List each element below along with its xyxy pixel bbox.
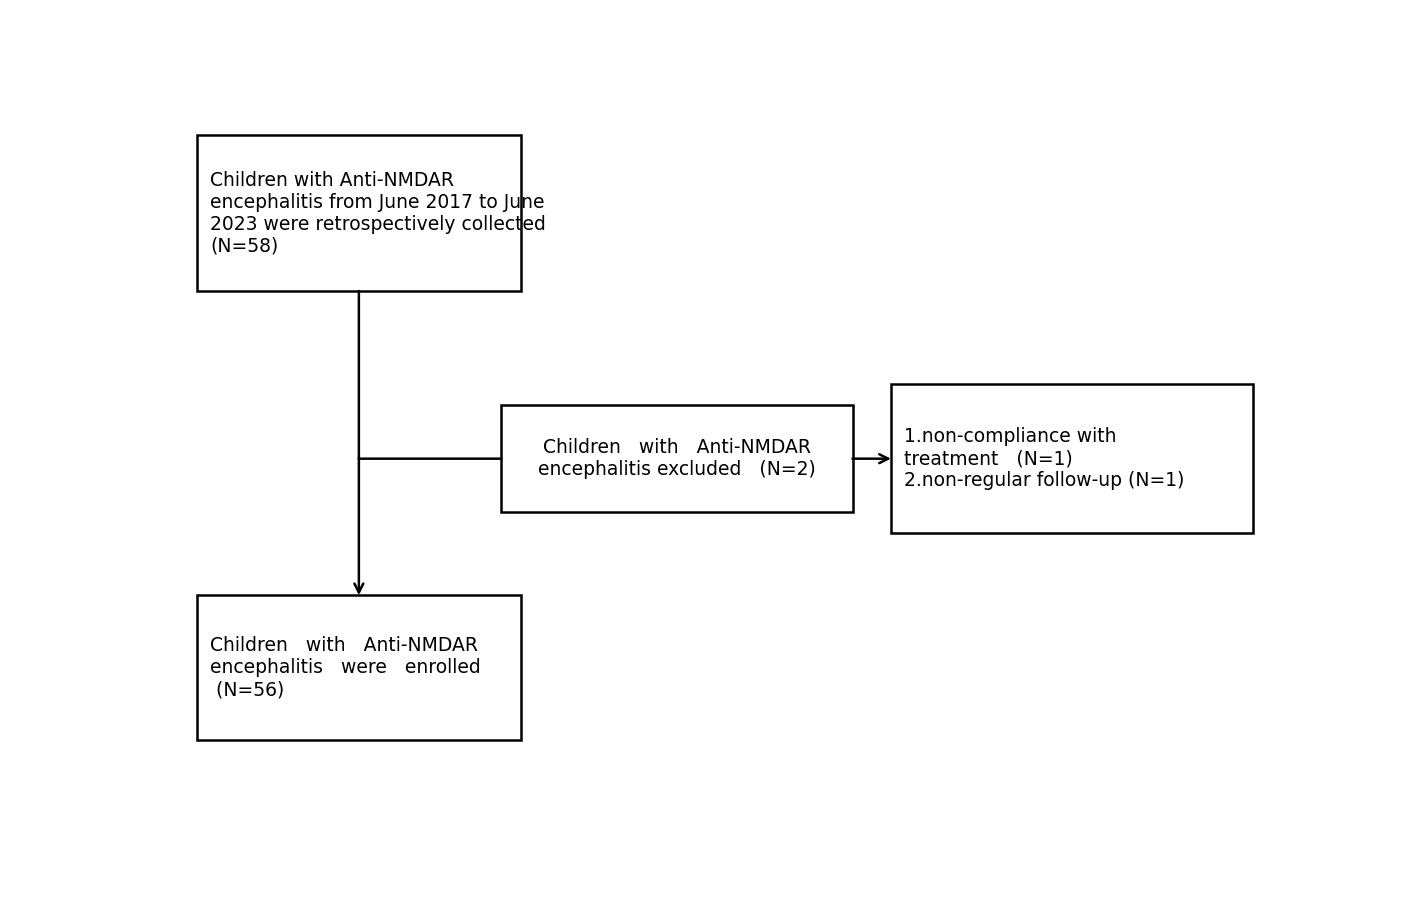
FancyBboxPatch shape bbox=[502, 405, 853, 512]
FancyBboxPatch shape bbox=[891, 384, 1253, 533]
Text: Children   with   Anti-NMDAR
encephalitis   were   enrolled
 (N=56): Children with Anti-NMDAR encephalitis we… bbox=[210, 637, 480, 700]
Text: Children   with   Anti-NMDAR
encephalitis excluded   (N=2): Children with Anti-NMDAR encephalitis ex… bbox=[538, 438, 816, 480]
Text: Children with Anti-NMDAR
encephalitis from June 2017 to June
2023 were retrospec: Children with Anti-NMDAR encephalitis fr… bbox=[210, 171, 546, 256]
FancyBboxPatch shape bbox=[197, 136, 521, 291]
Text: 1.non-compliance with
treatment   (N=1)
2.non-regular follow-up (N=1): 1.non-compliance with treatment (N=1) 2.… bbox=[904, 427, 1185, 490]
FancyBboxPatch shape bbox=[197, 595, 521, 741]
